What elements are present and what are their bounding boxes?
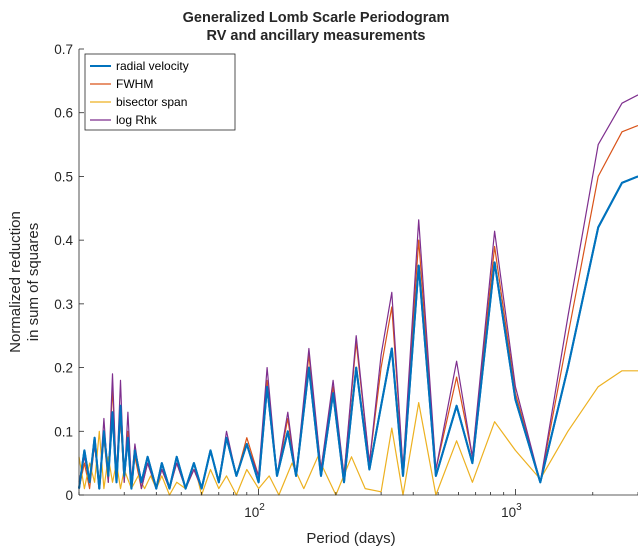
legend: radial velocity FWHM bisector span log Rhk bbox=[84, 53, 236, 131]
y-tick-label: 0 bbox=[65, 488, 73, 503]
y-tick-label: 0.6 bbox=[54, 106, 73, 121]
y-tick-label: 0.5 bbox=[54, 169, 73, 184]
y-tick-label: 0.1 bbox=[54, 424, 73, 439]
y-tick-label: 0.3 bbox=[54, 297, 73, 312]
y-tick-label: 0.7 bbox=[54, 42, 73, 57]
y-tick-label: 0.4 bbox=[54, 233, 73, 248]
legend-label-log-rhk: log Rhk bbox=[116, 113, 158, 127]
legend-label-fwhm: FWHM bbox=[116, 77, 153, 91]
x-axis-label: Period (days) bbox=[306, 530, 395, 547]
y-axis-label: Normalized reduction in sum of squares bbox=[7, 211, 42, 353]
axes-layer: 0 0.1 0.2 0.3 0.4 0.5 0.6 0.7 102 103 bbox=[54, 42, 638, 520]
x-tick-label: 103 bbox=[501, 502, 522, 520]
legend-label-bisector-span: bisector span bbox=[116, 95, 187, 109]
legend-label-radial-velocity: radial velocity bbox=[116, 59, 189, 73]
chart-title-line2: RV and ancillary measurements bbox=[207, 28, 426, 44]
y-axis-label-line2: in sum of squares bbox=[25, 223, 42, 341]
x-tick-label: 102 bbox=[244, 502, 265, 520]
series-layer bbox=[78, 94, 638, 496]
legend-items: radial velocity FWHM bisector span log Rhk bbox=[90, 59, 189, 127]
y-axis-label-line1: Normalized reduction bbox=[7, 211, 24, 353]
series-line-radial-velocity-top bbox=[78, 175, 638, 490]
chart-title-line1: Generalized Lomb Scarle Periodogram bbox=[183, 10, 450, 26]
y-tick-label: 0.2 bbox=[54, 361, 73, 376]
